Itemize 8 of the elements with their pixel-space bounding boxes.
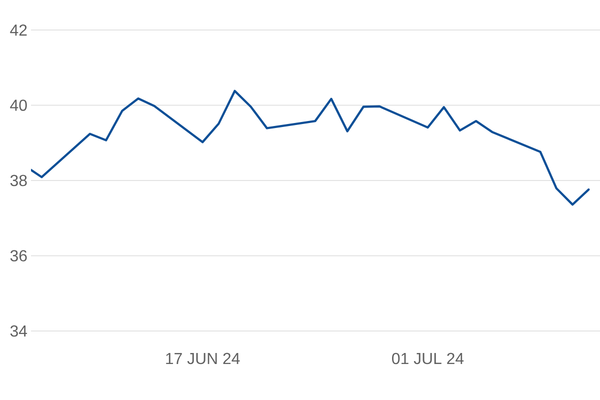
y-tick-label: 34	[10, 325, 28, 337]
y-tick-label: 36	[10, 250, 27, 262]
y-tick-label: 38	[10, 174, 27, 186]
x-tick-label: 17 JUN 24	[166, 352, 240, 364]
y-tick-label: 42	[10, 24, 27, 36]
x-tick-label: 01 JUL 24	[392, 352, 464, 364]
y-tick-label: 40	[10, 100, 27, 111]
line-series	[31, 90, 590, 206]
